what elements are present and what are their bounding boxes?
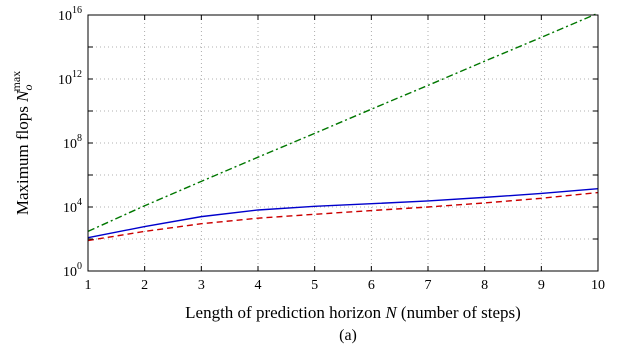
x-tick-label: 5	[311, 278, 318, 293]
y-tick-label: 100	[63, 261, 82, 280]
y-tick-label: 1012	[58, 69, 82, 88]
ticks: 1 2 3 4 5 6 7 8 9 10 100 104 108 1012 1016	[58, 5, 605, 293]
x-tick-label: 2	[141, 278, 148, 293]
series-line-3	[87, 12, 599, 233]
series-group	[87, 12, 599, 242]
x-axis-label: Length of prediction horizon N (number o…	[185, 303, 521, 322]
x-tick-label: 10	[591, 278, 605, 293]
x-tick-label: 9	[538, 278, 545, 293]
x-tick-label: 7	[425, 278, 432, 293]
y-tick-label: 108	[63, 133, 82, 152]
series-line-2	[87, 191, 599, 242]
x-tick-label: 4	[255, 278, 262, 293]
x-tick-label: 8	[481, 278, 488, 293]
x-tick-label: 1	[85, 278, 92, 293]
grid	[87, 15, 599, 271]
y-tick-label: 104	[63, 197, 82, 216]
y-tick-label: 1016	[58, 5, 82, 24]
y-axis-label: Maximum flops Nomax	[9, 71, 35, 215]
series-line-1	[87, 187, 599, 239]
x-tick-label: 3	[198, 278, 205, 293]
figure-caption: (a)	[339, 327, 357, 344]
x-tick-label: 6	[368, 278, 375, 293]
